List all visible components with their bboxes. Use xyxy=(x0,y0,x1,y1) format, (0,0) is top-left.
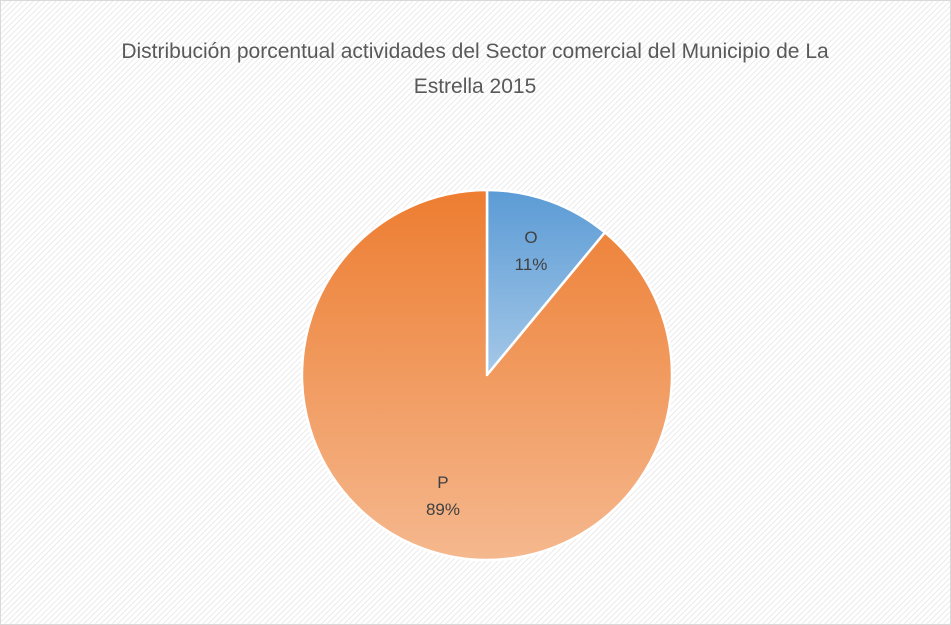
slice-value-label: 89% xyxy=(426,500,460,519)
pie-slice xyxy=(300,188,674,562)
slice-value-label: 11% xyxy=(515,255,548,274)
slice-category-label: P xyxy=(437,473,448,492)
slice-category-label: O xyxy=(524,228,537,247)
chart-title: Distribución porcentual actividades del … xyxy=(121,40,829,98)
pie-slice xyxy=(485,188,607,377)
